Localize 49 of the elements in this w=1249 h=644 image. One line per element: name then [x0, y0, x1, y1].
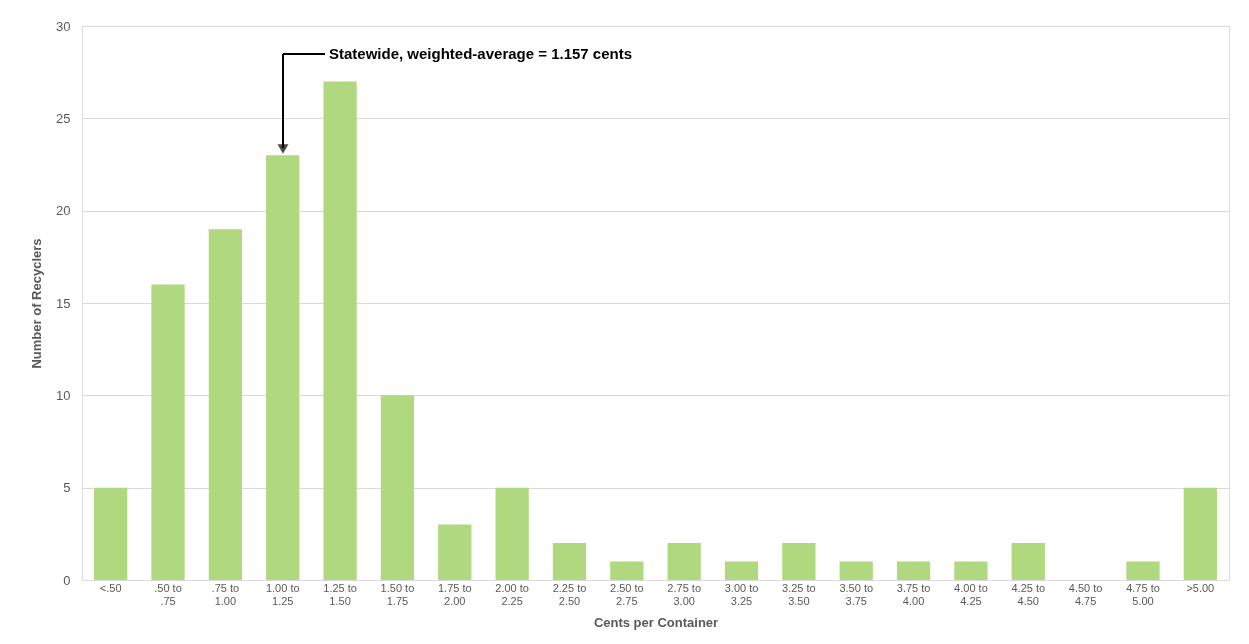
bar	[1011, 543, 1045, 580]
y-tick-label: 25	[56, 110, 71, 126]
bar	[552, 543, 587, 580]
bar	[782, 543, 816, 580]
y-tick-label: 5	[63, 480, 71, 496]
bar	[896, 561, 931, 580]
x-tick-label: 2.00 to 2.25	[495, 581, 529, 607]
x-tick-label: 3.00 to 3.25	[724, 581, 759, 607]
x-tick-label: 4.75 to 5.00	[1126, 581, 1160, 607]
bar	[495, 487, 529, 580]
bar	[266, 155, 300, 580]
y-tick-label: 0	[63, 572, 71, 588]
x-tick-label: 1.00 to 1.25	[265, 581, 300, 607]
y-tick-label: 10	[56, 387, 71, 403]
bar	[667, 543, 701, 580]
y-axis-title: Number of Recyclers	[29, 238, 45, 369]
bar	[724, 561, 759, 580]
x-tick-label: 4.50 to 4.75	[1068, 581, 1103, 607]
x-tick-label: .75 to 1.00	[211, 581, 240, 607]
annotation: Statewide, weighted-average = 1.157 cents	[329, 45, 633, 62]
x-tick-label: 3.75 to 4.00	[896, 581, 931, 607]
bar	[323, 81, 357, 580]
bar	[438, 524, 472, 580]
x-tick-label: 1.50 to 1.75	[380, 581, 415, 607]
y-tick-label: 20	[56, 203, 71, 219]
x-tick-label: 4.25 to 4.50	[1011, 581, 1046, 607]
x-tick-label: >5.00	[1186, 581, 1215, 594]
bar	[1126, 561, 1160, 580]
bar	[151, 284, 185, 580]
x-tick-label: 3.25 to 3.50	[782, 581, 816, 607]
bar	[610, 561, 644, 580]
y-tick-label: 30	[56, 18, 71, 34]
bar	[954, 561, 988, 580]
x-tick-label: 2.75 to 3.00	[667, 581, 701, 607]
x-tick-label: <.50	[99, 581, 122, 594]
x-tick-label: 2.50 to 2.75	[610, 581, 644, 607]
x-axis-title: Cents per Container	[593, 614, 719, 630]
bar	[208, 229, 243, 580]
x-tick-label: .50 to .75	[154, 581, 182, 607]
bar	[380, 395, 415, 580]
bar	[94, 487, 128, 580]
x-tick-label: 4.00 to 4.25	[954, 581, 988, 607]
x-tick-label: 1.75 to 2.00	[437, 581, 472, 607]
y-tick-label: 15	[56, 295, 71, 311]
x-tick-label: 1.25 to 1.50	[323, 581, 357, 607]
bar	[839, 561, 873, 580]
bar	[1183, 487, 1217, 580]
x-tick-label: 2.25 to 2.50	[552, 581, 587, 607]
x-tick-label: 3.50 to 3.75	[839, 581, 874, 607]
